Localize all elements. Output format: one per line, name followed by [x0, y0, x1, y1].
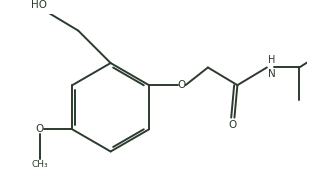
Text: O: O [177, 80, 185, 90]
Text: HO: HO [31, 0, 47, 10]
Text: O: O [36, 124, 44, 134]
Text: H: H [268, 55, 276, 65]
Text: N: N [268, 69, 276, 79]
Text: O: O [229, 120, 237, 130]
Text: CH₃: CH₃ [32, 160, 48, 169]
